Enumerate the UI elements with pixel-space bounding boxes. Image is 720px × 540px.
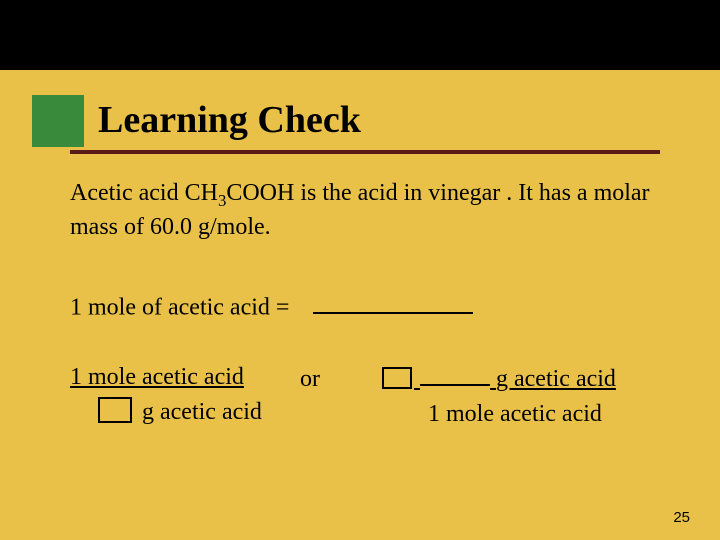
or-text: or: [300, 362, 380, 397]
page-number: 25: [673, 509, 690, 526]
blank-line-right: [420, 360, 490, 386]
left-fraction: 1 mole acetic acid g acetic acid: [70, 360, 300, 430]
equation-line: 1 mole of acetic acid =: [70, 288, 473, 321]
right-denominator: 1 mole acetic acid: [428, 401, 602, 427]
left-denominator-suffix: g acetic acid: [142, 399, 262, 425]
right-numerator-suffix: g acetic acid: [496, 366, 616, 392]
top-band: [0, 0, 720, 70]
right-fraction: g acetic acid 1 mole acetic acid: [380, 360, 660, 432]
blank-box-right: [382, 367, 412, 389]
intro-paragraph: Acetic acid CH3COOH is the acid in vineg…: [70, 178, 670, 243]
blank-answer-line: [313, 288, 473, 314]
equation-text: 1 mole of acetic acid =: [70, 294, 289, 320]
fraction-row: 1 mole acetic acid g acetic acid or g ac…: [70, 360, 680, 432]
or-separator: or: [300, 360, 380, 397]
title-block: Learning Check: [70, 100, 660, 154]
blank-box-left: [98, 397, 132, 423]
title-underline: [70, 150, 660, 154]
slide-title: Learning Check: [70, 100, 660, 148]
intro-text-pre: Acetic acid CH: [70, 180, 218, 206]
right-numerator: g acetic acid: [380, 366, 616, 392]
left-numerator: 1 mole acetic acid: [70, 364, 244, 390]
